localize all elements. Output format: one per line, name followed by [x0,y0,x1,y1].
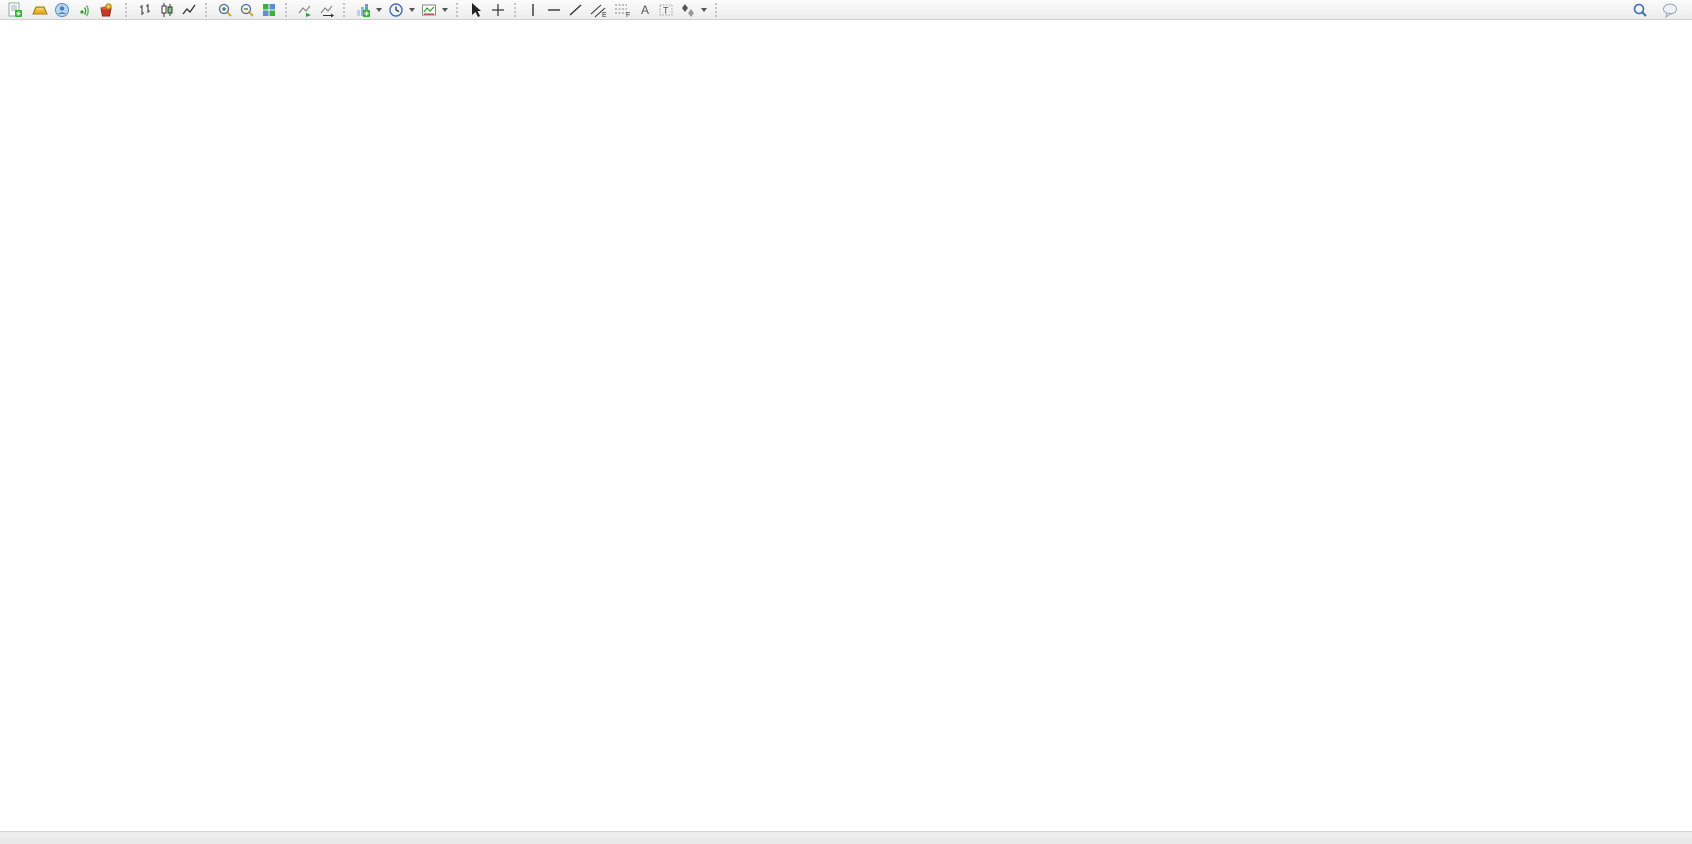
bar-chart-icon [137,2,153,18]
main-toolbar: E F A T [0,0,1692,20]
chart-shift-icon [319,2,335,18]
arrows-shapes-icon [680,2,696,18]
chart-bars-button[interactable] [134,1,156,19]
trendline-icon [568,2,584,18]
zoom-out-button[interactable] [236,1,258,19]
shapes-tool[interactable] [677,1,710,19]
auto-scroll-button[interactable] [294,1,316,19]
text-label-tool[interactable]: T [655,1,677,19]
text-icon: A [638,2,652,18]
fibonacci-tool[interactable]: F [611,1,635,19]
signals-icon [76,2,92,18]
svg-text:T: T [663,5,669,15]
indicators-button[interactable] [352,1,385,19]
chevron-down-icon [376,7,382,12]
toolbar-separator [715,2,719,17]
chevron-down-icon [409,7,415,12]
tile-windows-button[interactable] [258,1,280,19]
text-label-icon: T [658,2,674,18]
crosshair-icon [490,2,506,18]
trendline-tool[interactable] [565,1,587,19]
line-chart-icon [181,2,197,18]
toolbar-separator [285,2,289,17]
template-icon [421,2,437,18]
toolbar-separator [205,2,209,17]
autotrading-button[interactable] [95,1,120,19]
cursor-icon [468,2,484,18]
candlestick-chart-icon [159,2,175,18]
svg-text:F: F [626,12,630,18]
search-icon [1632,2,1648,18]
text-tool[interactable]: A [635,1,655,19]
toolbar-separator [125,2,129,17]
fibonacci-icon: F [614,2,632,18]
chart-window [0,20,1692,838]
horizontal-line-icon [546,2,562,18]
chevron-down-icon [701,7,707,12]
zoom-in-button[interactable] [214,1,236,19]
search-button[interactable] [1629,1,1651,19]
periods-button[interactable] [385,1,418,19]
zoom-in-icon [217,2,233,18]
vertical-line-tool[interactable] [523,1,543,19]
status-strip [0,831,1692,838]
chart-candles-button[interactable] [156,1,178,19]
templates-button[interactable] [418,1,451,19]
tile-windows-icon [261,2,277,18]
chart-line-button[interactable] [178,1,200,19]
notifications-button[interactable] [1659,1,1682,19]
crosshair-tool-button[interactable] [487,1,509,19]
gold-ingot-icon [32,2,48,18]
cursor-tool-button[interactable] [465,1,487,19]
vertical-line-icon [526,2,540,18]
svg-text:A: A [641,3,649,17]
new-order-button[interactable] [4,1,29,19]
chart-canvas[interactable] [0,20,1692,832]
signals-button[interactable] [73,1,95,19]
toolbar-separator [514,2,518,17]
chart-shift-button[interactable] [316,1,338,19]
toolbar-separator [456,2,460,17]
indicators-icon [355,2,371,18]
zoom-out-icon [239,2,255,18]
deposit-gold-button[interactable] [29,1,51,19]
equidistant-channel-icon: E [590,2,608,18]
autotrading-icon [98,2,114,18]
new-order-icon [7,2,23,18]
chat-bubble-icon [1662,2,1679,18]
community-icon [54,2,70,18]
clock-icon [388,2,404,18]
chevron-down-icon [442,7,448,12]
community-button[interactable] [51,1,73,19]
svg-text:E: E [602,12,607,18]
auto-scroll-icon [297,2,313,18]
channel-tool[interactable]: E [587,1,611,19]
horizontal-line-tool[interactable] [543,1,565,19]
toolbar-separator [343,2,347,17]
